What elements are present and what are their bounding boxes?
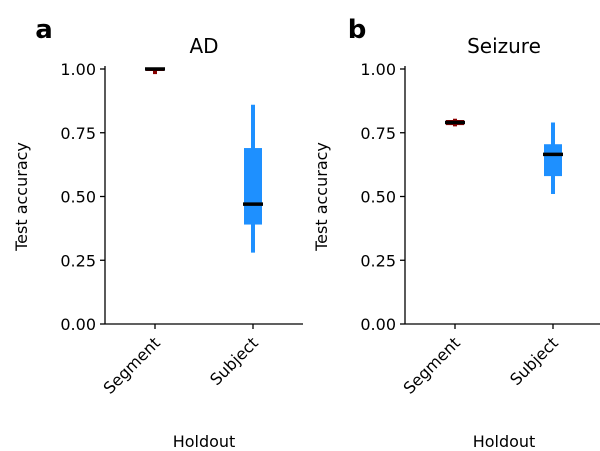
y-tick-label: 0.00 xyxy=(60,315,96,334)
y-tick-label: 0.25 xyxy=(60,251,96,270)
y-tick-label: 0.75 xyxy=(360,124,396,143)
box-subject xyxy=(543,122,563,194)
panel-b: b Seizure 0.00 0.25 0.50 0.75 1.00 Test accurac… xyxy=(312,15,600,451)
y-tick-label: 0.25 xyxy=(360,251,396,270)
y-tick-label: 0.75 xyxy=(60,124,96,143)
panel-letter: a xyxy=(35,15,53,45)
panel-title: Seizure xyxy=(467,34,541,58)
x-axis-label: Holdout xyxy=(473,432,536,451)
y-tick-label: 0.50 xyxy=(60,188,96,207)
y-axis-label: Test accuracy xyxy=(312,142,331,252)
x-category-label: Subject xyxy=(206,333,262,389)
box-body xyxy=(244,148,262,225)
panel-title: AD xyxy=(189,34,218,58)
box-segment xyxy=(445,118,465,127)
box-subject xyxy=(243,104,263,253)
panel-a: a AD 0.00 0.25 0.50 0.75 1.00 Test accuracy Segm… xyxy=(12,15,303,451)
y-tick-label: 0.50 xyxy=(360,188,396,207)
x-axis-label: Holdout xyxy=(173,432,236,451)
y-tick-label: 1.00 xyxy=(60,60,96,79)
x-category-label: Subject xyxy=(506,333,562,389)
box-segment xyxy=(145,67,165,75)
y-tick-label: 1.00 xyxy=(360,60,396,79)
y-axis-label: Test accuracy xyxy=(12,142,31,252)
y-tick-label: 0.00 xyxy=(360,315,396,334)
panel-letter: b xyxy=(348,15,367,45)
x-category-label: Segment xyxy=(399,333,463,397)
box-body xyxy=(544,144,562,177)
x-category-label: Segment xyxy=(99,333,163,397)
